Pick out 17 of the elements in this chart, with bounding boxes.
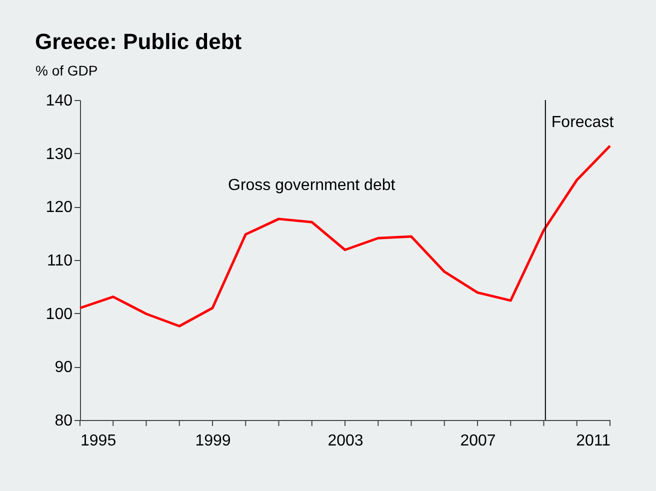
y-tick-label: 130 (46, 146, 73, 163)
x-tick-label: 2007 (460, 432, 496, 450)
ref-line-label: Forecast (551, 114, 614, 131)
x-tick-label: 1999 (195, 432, 231, 450)
annotation: Gross government debt (228, 177, 396, 194)
y-tick-label: 140 (46, 92, 73, 110)
y-tick-label: 120 (46, 199, 73, 216)
y-tick-label: 100 (46, 306, 73, 323)
y-tick-label: 80 (54, 412, 73, 430)
y-axis-title: % of GDP (36, 62, 98, 78)
x-tick-label: 2003 (328, 432, 364, 450)
x-tick-label: 1995 (80, 432, 116, 450)
line-series (78, 144, 612, 328)
y-tick-label: 110 (46, 252, 73, 270)
y-tick-label: 90 (54, 359, 73, 376)
chart-title: Greece: Public debt (35, 29, 242, 54)
x-tick-label: 2011 (576, 432, 611, 450)
